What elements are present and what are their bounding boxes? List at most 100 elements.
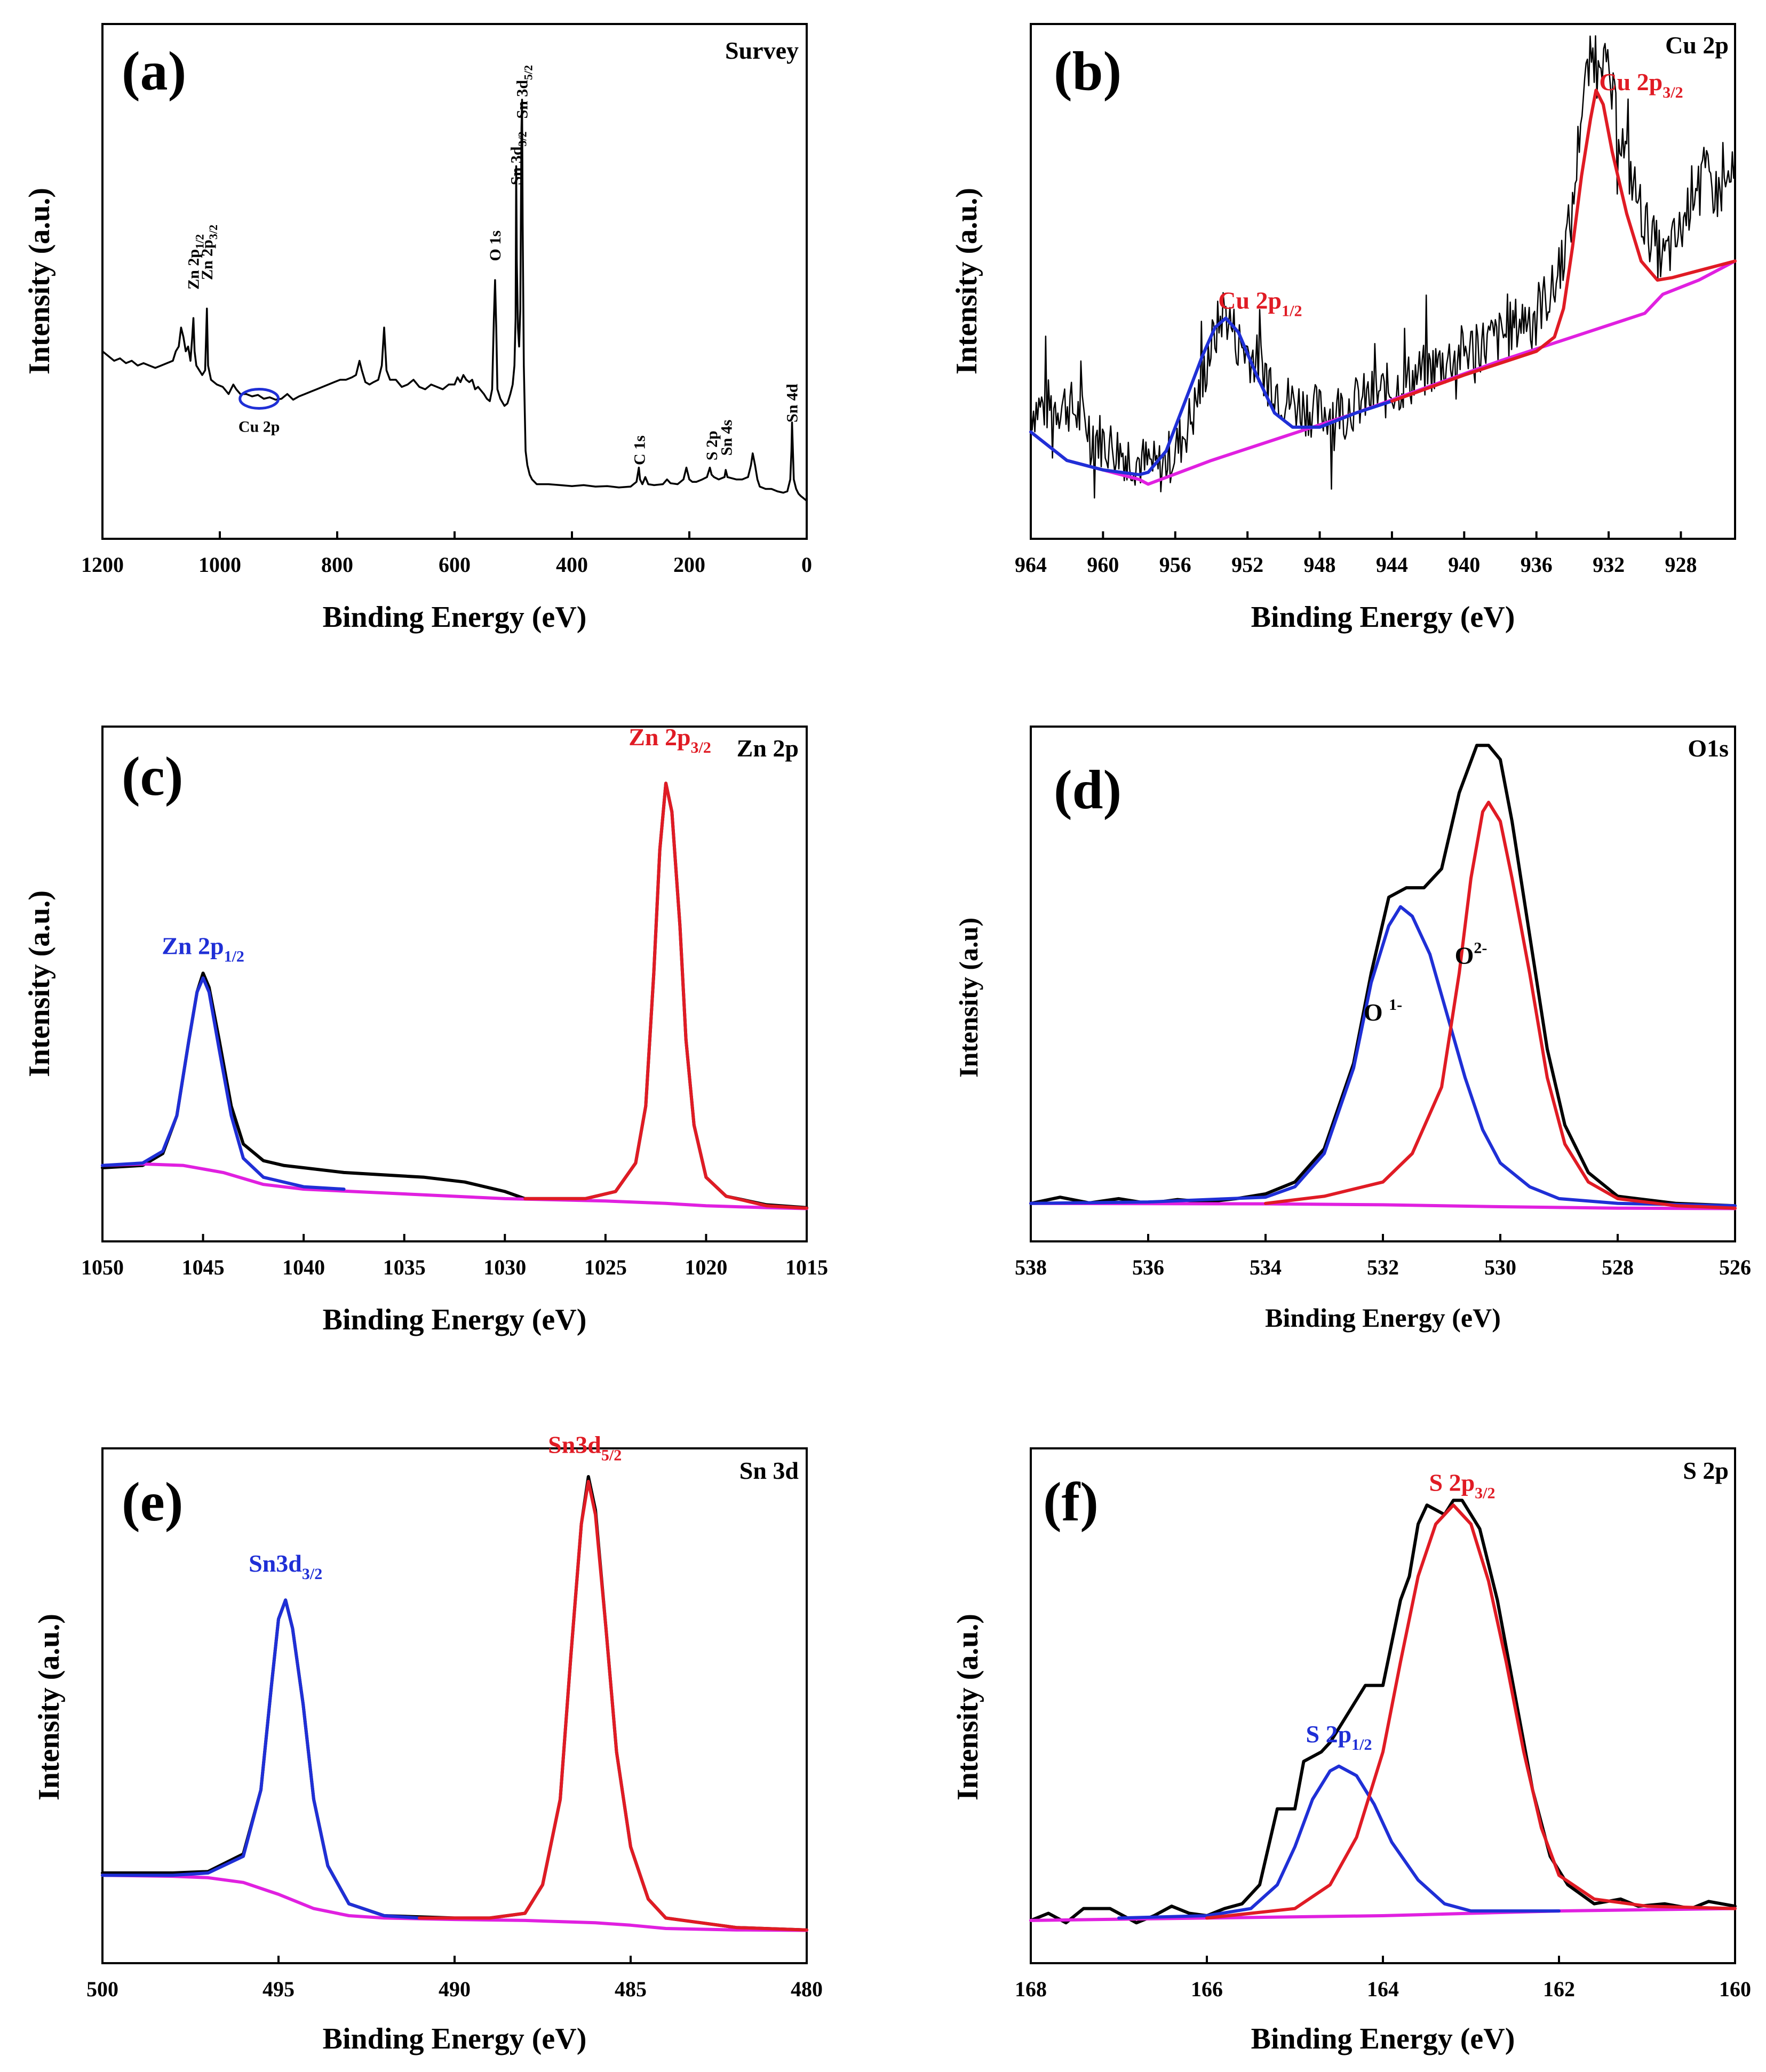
panel-e-title: Sn 3d: [739, 1457, 799, 1484]
panel-a-x-ticks: 1200 1000 800 600 400 200 0: [81, 531, 812, 577]
series-sn-3d5-2-fit: [418, 1479, 808, 1932]
panel-e-y-axis-label: Intensity (a.u.): [33, 1614, 66, 1800]
x-tick-label: 500: [86, 1977, 118, 2001]
x-tick-label: 1035: [383, 1255, 426, 1279]
panel-a-x-axis-label: Binding Energy (eV): [323, 601, 587, 634]
x-tick-label: 1025: [584, 1255, 627, 1279]
panel-d-annotations: O 1- O2-: [1364, 939, 1487, 1026]
panel-b-y-axis-label: Intensity (a.u.): [950, 188, 983, 374]
series-s-2p1-2-fit: [1117, 1764, 1561, 1920]
x-tick-label: 800: [321, 553, 353, 577]
panel-a-label: (a): [122, 41, 186, 102]
panel-b-annotations: Cu 2p1/2 Cu 2p3/2: [1218, 68, 1683, 320]
panel-a-y-axis-label: Intensity (a.u.): [23, 188, 56, 374]
panel-c-label: (c): [122, 746, 183, 807]
x-tick-label: 940: [1448, 553, 1480, 577]
x-tick-label: 956: [1159, 553, 1191, 577]
series-o-1-fit: [1029, 905, 1737, 1208]
panel-c-series: [101, 782, 808, 1210]
annotation-zn-2p1-2: Zn 2p1/2: [162, 933, 244, 966]
x-tick-label: 495: [262, 1977, 295, 2001]
panel-f-title: S 2p: [1683, 1457, 1729, 1484]
x-tick-label: 166: [1191, 1977, 1223, 2001]
panel-f-series: [1029, 1499, 1737, 1925]
annotation-sn-4s: Sn 4s: [718, 420, 735, 456]
panel-c-title: Zn 2p: [737, 735, 799, 762]
panel-e-annotations: Sn3d3/2 Sn3d5/2: [249, 1431, 622, 1582]
panel-f-annotations: S 2p1/2 S 2p3/2: [1306, 1469, 1495, 1754]
panel-d-label: (d): [1054, 759, 1121, 820]
x-tick-label: 944: [1376, 553, 1408, 577]
panel-d-o1s: 538 536 534 532 530 528 526 O 1- O2- (d) O1s Bi…: [953, 726, 1751, 1333]
panel-b-x-ticks: 964 960 956 952 948 944 940 936 932 928: [1015, 531, 1697, 577]
series-sn-3d3-2-fit: [101, 1598, 421, 1920]
annotation-cu-2p3-2: Cu 2p3/2: [1599, 68, 1683, 101]
panel-b-series: [1029, 35, 1737, 499]
panel-c-annotations: Zn 2p1/2 Zn 2p3/2: [162, 723, 711, 965]
series-s-2p3-2-fit: [1205, 1503, 1737, 1920]
annotation-zn-2p3-2: Zn 2p3/2: [629, 723, 711, 756]
x-tick-label: 1040: [282, 1255, 325, 1279]
annotation-c-1s: C 1s: [631, 435, 649, 465]
annotation-s-2p1-2: S 2p1/2: [1306, 1720, 1372, 1754]
x-tick-label: 536: [1132, 1255, 1164, 1279]
x-tick-label: 948: [1304, 553, 1336, 577]
x-tick-label: 1030: [483, 1255, 526, 1279]
panel-e-series: [101, 1475, 808, 1932]
panel-f-x-ticks: 168 166 164 162 160: [1015, 1956, 1751, 2001]
panel-e-x-axis-label: Binding Energy (eV): [323, 2022, 587, 2055]
annotation-cu-2p1-2: Cu 2p1/2: [1218, 286, 1302, 320]
panel-b-title: Cu 2p: [1665, 31, 1729, 59]
x-tick-label: 600: [439, 553, 471, 577]
panel-a-survey: 1200 1000 800 600 400 200 0 Zn 2p1/2Zn 2p3/2 O …: [23, 23, 812, 634]
series-cu-2p3-2-fit: [1390, 89, 1737, 403]
annotation-sn-3d3-2: Sn 3d3/2: [508, 131, 529, 185]
x-tick-label: 932: [1593, 553, 1625, 577]
panel-f-x-axis-label: Binding Energy (eV): [1251, 2022, 1515, 2055]
x-tick-label: 168: [1015, 1977, 1047, 2001]
x-tick-label: 0: [801, 553, 812, 577]
panel-d-title: O1s: [1688, 735, 1729, 762]
x-tick-label: 490: [439, 1977, 471, 2001]
panel-f-s2p: 168 166 164 162 160 S 2p1/2S 2p3/2 (f) S 2p …: [951, 1447, 1751, 2055]
panel-e-x-ticks: 500 495 490 485 480: [86, 1956, 823, 2001]
panel-f-y-axis-label: Intensity (a.u.): [951, 1614, 984, 1800]
series-background: [101, 1162, 808, 1210]
panel-c-plot-frame: [101, 726, 808, 1242]
x-tick-label: 530: [1484, 1255, 1516, 1279]
panel-c-y-axis-label: Intensity (a.u.): [23, 890, 56, 1077]
series-zn-2p1-2-fit: [101, 976, 346, 1191]
series-background: [101, 1874, 808, 1932]
x-tick-label: 1020: [685, 1255, 727, 1279]
annotation-s-2p: S 2p: [703, 431, 721, 460]
annotation-sn3d5-2: Sn3d5/2: [548, 1431, 622, 1464]
x-tick-label: 928: [1665, 553, 1697, 577]
x-tick-label: 960: [1087, 553, 1119, 577]
annotation-sn3d3-2: Sn3d3/2: [249, 1550, 322, 1583]
x-tick-label: 1050: [81, 1255, 124, 1279]
series-cu-2p1-2-fit: [1029, 316, 1394, 476]
panel-c-zn2p: 1050 1045 1040 1035 1030 1025 1020 1015 Zn 2p1/…: [23, 723, 828, 1336]
x-tick-label: 400: [556, 553, 588, 577]
x-tick-label: 480: [791, 1977, 823, 2001]
series-o2-fit: [1264, 800, 1737, 1210]
annotation-o-1-: O 1-: [1364, 996, 1402, 1026]
series-survey-spectrum: [101, 99, 808, 502]
panel-a-annotations: Zn 2p1/2Zn 2p3/2 O 1s Sn 3d3/2 Sn 3d5/2 C 1s…: [185, 65, 801, 465]
x-tick-label: 485: [615, 1977, 647, 2001]
annotation-sn-3d5-2: Sn 3d5/2: [514, 65, 535, 119]
panel-b-plot-frame: [1030, 23, 1736, 540]
x-tick-label: 534: [1250, 1255, 1282, 1279]
x-tick-label: 528: [1602, 1255, 1634, 1279]
x-tick-label: 1045: [182, 1255, 225, 1279]
panel-d-x-ticks: 538 536 534 532 530 528 526: [1015, 1234, 1751, 1279]
x-tick-label: 526: [1719, 1255, 1751, 1279]
cu2p-highlight-ellipse: [238, 387, 280, 410]
panel-e-label: (e): [122, 1471, 183, 1533]
x-tick-label: 936: [1521, 553, 1553, 577]
annotation-zn-2p1-2: Zn 2p1/2: [185, 234, 206, 290]
x-tick-label: 952: [1231, 553, 1263, 577]
panel-b-x-axis-label: Binding Energy (eV): [1251, 601, 1515, 634]
